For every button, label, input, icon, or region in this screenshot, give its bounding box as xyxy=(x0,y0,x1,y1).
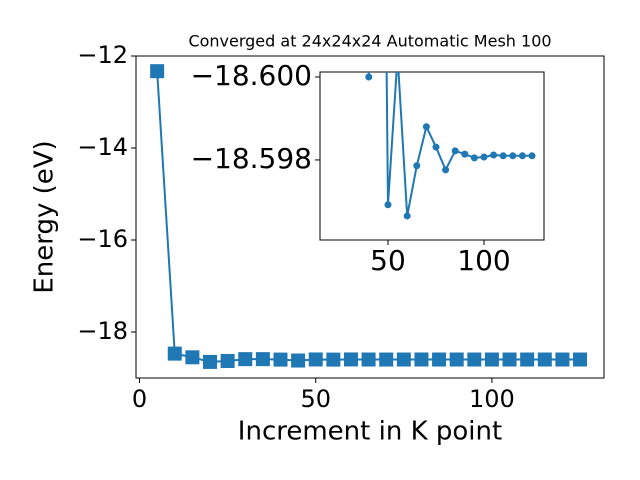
marker xyxy=(273,352,288,367)
marker xyxy=(150,64,165,79)
plot-area xyxy=(150,64,588,369)
marker xyxy=(484,352,499,367)
marker xyxy=(470,154,478,162)
marker xyxy=(291,353,306,368)
x-tick-label: 0 xyxy=(132,385,147,413)
marker xyxy=(238,352,253,367)
marker xyxy=(555,352,570,367)
y-tick-label: −16 xyxy=(77,225,128,253)
marker xyxy=(432,143,440,151)
marker xyxy=(451,147,459,155)
y-axis-label: Energy (eV) xyxy=(30,140,60,293)
marker xyxy=(167,346,182,361)
marker xyxy=(490,151,498,159)
plot-area xyxy=(365,72,536,220)
marker xyxy=(518,152,526,160)
x-tick-label: 100 xyxy=(457,244,510,277)
marker xyxy=(343,352,358,367)
marker xyxy=(461,150,469,158)
x-axis-label: Increment in K point xyxy=(238,417,502,447)
marker xyxy=(414,352,429,367)
marker xyxy=(384,201,392,209)
marker xyxy=(203,354,218,369)
marker xyxy=(432,352,447,367)
x-tick-label: 50 xyxy=(370,244,406,277)
y-tick-label: −18 xyxy=(77,317,128,345)
marker xyxy=(365,73,373,81)
y-tick-label: −14 xyxy=(77,133,128,161)
y-tick-label: −18.598 xyxy=(191,142,312,175)
marker xyxy=(573,352,588,367)
x-tick-label: 100 xyxy=(469,385,515,413)
marker xyxy=(537,352,552,367)
x-tick-label: 50 xyxy=(300,385,331,413)
marker xyxy=(396,352,411,367)
marker xyxy=(499,152,507,160)
marker xyxy=(502,352,517,367)
marker xyxy=(467,352,482,367)
marker xyxy=(449,352,464,367)
marker xyxy=(379,352,394,367)
marker xyxy=(520,352,535,367)
marker xyxy=(220,353,235,368)
y-tick-label: −12 xyxy=(77,41,128,69)
chart-title: Converged at 24x24x24 Automatic Mesh 100 xyxy=(188,32,551,51)
y-tick-label: −18.600 xyxy=(191,59,312,92)
marker xyxy=(403,212,411,220)
marker xyxy=(413,162,421,170)
marker xyxy=(308,352,323,367)
marker xyxy=(509,152,517,160)
marker xyxy=(480,153,488,161)
marker xyxy=(422,123,430,131)
marker xyxy=(361,352,376,367)
marker xyxy=(255,352,270,367)
marker xyxy=(442,166,450,174)
marker xyxy=(185,350,200,365)
marker xyxy=(326,352,341,367)
marker xyxy=(528,152,536,160)
